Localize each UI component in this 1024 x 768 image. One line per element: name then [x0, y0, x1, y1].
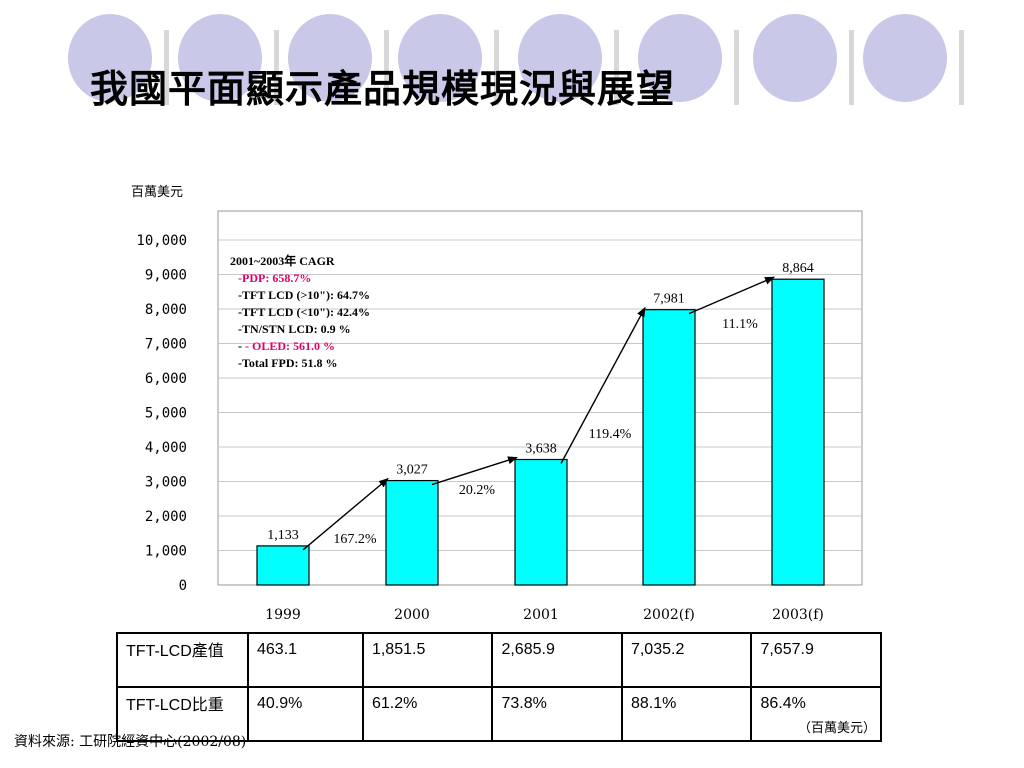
y-tick-label: 10,000 [136, 233, 187, 249]
bar [642, 309, 696, 586]
binder-ring-shape [638, 14, 722, 102]
page-title: 我國平面顯示產品規模現況與展望 [90, 66, 676, 111]
table-cell: 463.1 [247, 632, 364, 688]
y-tick-label: 0 [179, 578, 187, 594]
binder-ring-shape [863, 14, 947, 102]
bar-value-label: 3,027 [396, 463, 428, 478]
growth-arrow [302, 477, 389, 551]
growth-rate-label: 20.2% [459, 483, 496, 498]
binder-rings-decoration [68, 14, 964, 105]
cagr-annotation-box: 2001~2003年 CAGR -PDP: 658.7% -TFT LCD (>… [230, 253, 370, 372]
table-cell: 7,035.2 [620, 632, 753, 688]
cagr-pdp: -PDP: 658.7% [238, 271, 312, 285]
growth-arrow [560, 306, 646, 464]
binder-ring-shape [68, 14, 152, 102]
y-tick-label: 9,000 [145, 268, 187, 284]
y-tick-label: 3,000 [145, 475, 187, 491]
bar-chart: 0 1,000 2,000 3,000 4,000 5,000 6,000 7,000 8,00… [136, 210, 863, 623]
bar-value-label: 1,133 [267, 528, 299, 543]
table-cell: 73.8% [491, 686, 623, 742]
cagr-tft-large: -TFT LCD (>10"): 64.7% [238, 288, 370, 302]
y-tick-label: 8,000 [145, 302, 187, 318]
x-tick-label: 1999 [265, 607, 301, 623]
binder-ring-post [734, 30, 739, 105]
binder-ring-shape [398, 14, 482, 102]
binder-ring-shape [178, 14, 262, 102]
x-tick-label: 2002(f) [643, 607, 695, 623]
cagr-oled: - - OLED: 561.0 % [238, 339, 335, 353]
tft-lcd-table: TFT-LCD產值 463.1 1,851.5 2,685.9 7,035.2 … [116, 632, 882, 742]
bar-value-label: 3,638 [525, 441, 557, 456]
row-header-value: TFT-LCD產值 [116, 632, 249, 688]
y-tick-label: 4,000 [145, 440, 187, 456]
binder-ring-shape [518, 14, 602, 102]
table-cell: 40.9% [247, 686, 364, 742]
y-tick-label: 2,000 [145, 509, 187, 525]
table-cell: 1,851.5 [361, 632, 494, 688]
y-tick-label: 7,000 [145, 337, 187, 353]
bar [514, 458, 568, 586]
table-row-value: TFT-LCD產值 463.1 1,851.5 2,685.9 7,035.2 … [116, 632, 882, 688]
growth-rate-label: 119.4% [589, 427, 632, 442]
bar-value-label: 7,981 [653, 292, 685, 307]
growth-arrow [688, 276, 775, 315]
x-tick-label: 2001 [523, 607, 559, 623]
table-cell: 86.4% [750, 686, 882, 742]
binder-ring-post [274, 30, 279, 105]
cagr-tft-small: -TFT LCD (<10"): 42.4% [238, 305, 370, 319]
growth-arrow [431, 456, 518, 486]
table-unit-note: （百萬美元） [798, 721, 877, 736]
y-tick-label: 5,000 [145, 406, 187, 422]
y-axis-unit-label: 百萬美元 [131, 185, 184, 200]
x-tick-label: 2000 [394, 607, 430, 623]
row-header-share: TFT-LCD比重 [116, 686, 249, 742]
bar [771, 278, 825, 586]
cagr-tn-stn: -TN/STN LCD: 0.9 % [238, 322, 351, 336]
table-cell: 2,685.9 [491, 632, 623, 688]
table-cell: 61.2% [361, 686, 494, 742]
table-cell: 88.1% [620, 686, 753, 742]
binder-ring-post [614, 30, 619, 105]
binder-ring-post [849, 30, 854, 105]
y-tick-label: 1,000 [145, 544, 187, 560]
binder-ring-post [384, 30, 389, 105]
cagr-oled-text: - OLED: 561.0 % [245, 339, 335, 353]
binder-ring-post [959, 30, 964, 105]
bar [256, 545, 310, 586]
x-tick-label: 2003(f) [772, 607, 824, 623]
growth-rate-label: 167.2% [333, 532, 377, 547]
bar-value-label: 8,864 [782, 261, 814, 276]
binder-ring-post [164, 30, 169, 105]
bar [385, 479, 439, 586]
source-note: 資料來源: 工研院經資中心(2002/08) [14, 734, 247, 750]
cagr-heading: 2001~2003年 CAGR [230, 254, 335, 268]
binder-ring-post [494, 30, 499, 105]
binder-ring-shape [288, 14, 372, 102]
cagr-total: -Total FPD: 51.8 % [238, 356, 338, 370]
growth-rate-label: 11.1% [722, 317, 758, 332]
y-tick-label: 6,000 [145, 371, 187, 387]
table-row-share: TFT-LCD比重 40.9% 61.2% 73.8% 88.1% 86.4% [116, 686, 882, 742]
table-cell: 7,657.9 [750, 632, 882, 688]
binder-ring-shape [753, 14, 837, 102]
